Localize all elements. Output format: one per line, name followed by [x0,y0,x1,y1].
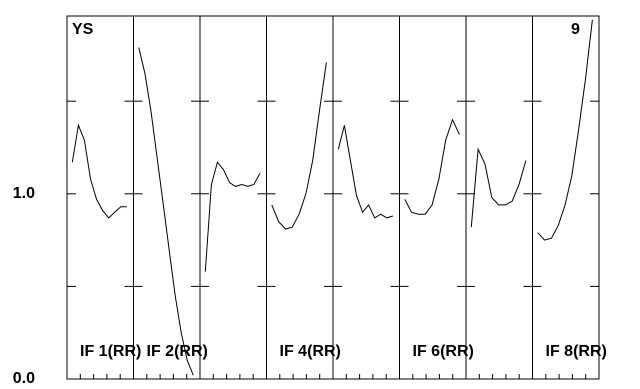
annotation: 9 [571,21,580,38]
panel-line [537,19,593,241]
panel-line [71,123,127,219]
panel-line [204,161,261,272]
chart-title: YS [72,21,94,38]
panel-label: IF 6(RR) [413,343,474,360]
panel-line [138,47,194,376]
panel-label: IF 1(RR) [80,343,141,360]
panel-label: IF 4(RR) [280,343,341,360]
panel-line [404,118,460,215]
y-tick-label: 1.0 [13,185,35,202]
panel-label: IF 2(RR) [147,343,208,360]
panel-line [470,147,527,228]
y-tick-label: 0.0 [13,370,35,387]
panel-label: IF 8(RR) [546,343,607,360]
panel-line [337,125,394,219]
panel-line [271,62,327,230]
